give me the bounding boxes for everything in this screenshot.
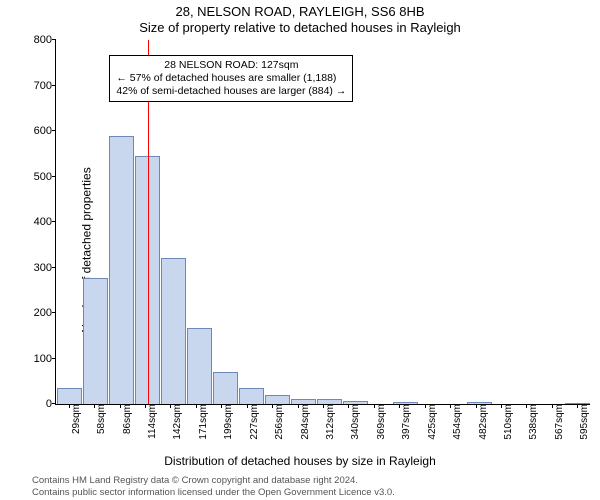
x-tick-label: 284sqm [298,404,311,440]
y-tick-label: 400 [34,216,56,228]
footnote-line2: Contains public sector information licen… [32,487,395,498]
x-tick-label: 199sqm [221,404,234,440]
histogram-bar [135,156,160,404]
x-tick-label: 256sqm [272,404,285,440]
x-tick-mark [450,404,451,408]
x-tick-mark [348,404,349,408]
footnote: Contains HM Land Registry data © Crown c… [32,475,592,498]
x-tick-label: 425sqm [425,404,438,440]
x-tick-mark [221,404,222,408]
annotation-box: 28 NELSON ROAD: 127sqm← 57% of detached … [109,55,353,102]
y-tick-mark [52,221,56,222]
x-tick-label: 142sqm [170,404,183,440]
y-tick-label: 200 [34,307,56,319]
histogram-bar [187,328,212,404]
x-tick-mark [69,404,70,408]
histogram-bar [213,372,238,404]
y-tick-mark [52,39,56,40]
y-tick-label: 800 [34,34,56,46]
annotation-line2: ← 57% of detached houses are smaller (1,… [116,72,346,85]
x-tick-label: 340sqm [348,404,361,440]
annotation-line3: 42% of semi-detached houses are larger (… [116,85,346,98]
plot-inner: 010020030040050060070080029sqm58sqm86sqm… [55,40,590,405]
x-tick-mark [94,404,95,408]
chart-title-line1: 28, NELSON ROAD, RAYLEIGH, SS6 8HB [0,4,600,19]
y-tick-mark [52,358,56,359]
x-tick-mark [120,404,121,408]
x-tick-mark [145,404,146,408]
x-tick-mark [247,404,248,408]
x-tick-label: 86sqm [120,404,133,434]
x-tick-label: 312sqm [323,404,336,440]
footnote-line1: Contains HM Land Registry data © Crown c… [32,475,358,486]
y-tick-label: 100 [34,353,56,365]
x-tick-mark [323,404,324,408]
y-tick-mark [52,403,56,404]
x-tick-label: 58sqm [94,404,107,434]
x-tick-mark [476,404,477,408]
x-tick-mark [501,404,502,408]
annotation-line1: 28 NELSON ROAD: 127sqm [116,59,346,72]
y-tick-mark [52,176,56,177]
y-tick-label: 0 [46,398,56,410]
x-tick-label: 595sqm [577,404,590,440]
x-tick-label: 369sqm [374,404,387,440]
x-axis-label: Distribution of detached houses by size … [0,454,600,468]
x-tick-label: 567sqm [552,404,565,440]
x-tick-mark [196,404,197,408]
x-tick-mark [577,404,578,408]
histogram-bar [57,388,82,404]
x-tick-mark [425,404,426,408]
x-tick-label: 171sqm [196,404,209,440]
x-tick-label: 510sqm [501,404,514,440]
y-tick-label: 300 [34,262,56,274]
x-tick-label: 29sqm [69,404,82,434]
x-tick-mark [552,404,553,408]
x-tick-mark [399,404,400,408]
chart-container: 28, NELSON ROAD, RAYLEIGH, SS6 8HB Size … [0,0,600,500]
y-tick-label: 600 [34,125,56,137]
plot-area: 010020030040050060070080029sqm58sqm86sqm… [55,40,590,405]
histogram-bar [161,258,186,404]
x-tick-label: 227sqm [247,404,260,440]
x-tick-mark [272,404,273,408]
x-tick-label: 538sqm [526,404,539,440]
histogram-bar [83,278,108,404]
x-tick-label: 482sqm [476,404,489,440]
y-tick-label: 500 [34,171,56,183]
x-tick-label: 114sqm [145,404,158,439]
x-tick-mark [298,404,299,408]
chart-title-line2: Size of property relative to detached ho… [0,20,600,35]
y-tick-mark [52,130,56,131]
x-tick-label: 397sqm [399,404,412,440]
x-tick-mark [170,404,171,408]
y-tick-mark [52,267,56,268]
x-tick-label: 454sqm [450,404,463,440]
histogram-bar [109,136,134,404]
y-tick-label: 700 [34,80,56,92]
histogram-bar [239,388,264,404]
histogram-bar [265,395,290,404]
y-tick-mark [52,312,56,313]
y-tick-mark [52,85,56,86]
x-tick-mark [526,404,527,408]
x-tick-mark [374,404,375,408]
